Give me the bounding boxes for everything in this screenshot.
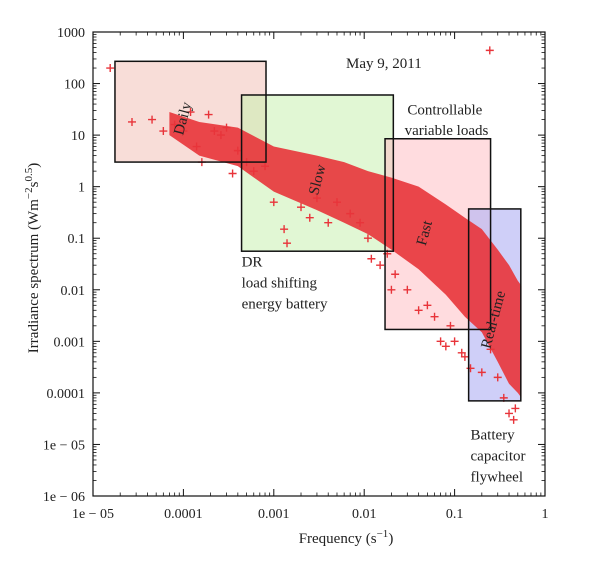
region-daily-outline — [114, 60, 267, 163]
axes-layer: 1e − 05 0.0001 0.001 0.01 0.1 1 1000 100 10 1 0.1 0… — [43, 26, 549, 522]
data-point — [460, 352, 469, 361]
y-tick-label: 0.001 — [54, 335, 86, 350]
data-point — [233, 146, 242, 155]
y-tick-label: 0.01 — [61, 284, 86, 299]
data-point — [511, 404, 520, 413]
data-point — [485, 46, 494, 55]
data-point — [148, 115, 157, 124]
data-point — [324, 218, 333, 227]
data-point — [403, 285, 412, 294]
x-tick-label: 1e − 05 — [72, 507, 114, 522]
data-point — [222, 123, 231, 132]
y-tick-label: 1e − 06 — [43, 490, 85, 505]
data-point — [269, 198, 278, 207]
region-label: Fast — [414, 218, 436, 247]
y-tick-label: 1e − 05 — [43, 438, 85, 453]
data-point — [446, 321, 455, 330]
region-label: Slow — [306, 163, 329, 197]
y-tick-label: 100 — [64, 78, 85, 93]
data-point — [186, 108, 195, 117]
data-point — [280, 225, 289, 234]
data-point — [216, 131, 225, 140]
data-point — [192, 142, 201, 151]
annotation-text: Controllable — [407, 103, 482, 119]
data-point — [210, 127, 219, 136]
data-point — [450, 337, 459, 346]
data-point — [356, 218, 365, 227]
data-point — [249, 167, 258, 176]
data-point — [228, 169, 237, 178]
data-point — [297, 203, 306, 212]
data-point — [332, 198, 341, 207]
data-point — [493, 373, 502, 382]
data-point — [441, 342, 450, 351]
data-point — [505, 409, 514, 418]
x-axis-title: Frequency (s−1) — [299, 528, 394, 547]
x-tick-label: 0.1 — [446, 507, 464, 522]
data-point — [430, 312, 439, 321]
data-point — [106, 64, 115, 73]
data-point — [170, 120, 179, 129]
annotation-text: capacitor — [471, 448, 526, 464]
y-tick-label: 1000 — [57, 26, 85, 41]
annotation-text: DR — [242, 255, 263, 271]
data-point — [159, 127, 168, 136]
data-point — [346, 209, 355, 218]
x-tick-label: 0.001 — [258, 507, 290, 522]
x-tick-label: 1 — [542, 507, 549, 522]
data-point — [466, 364, 475, 373]
data-point — [391, 270, 400, 279]
plot-frame — [92, 31, 546, 497]
scatter-band — [169, 112, 522, 398]
region-slow-outline — [240, 94, 395, 252]
annotation-text: flywheel — [471, 470, 523, 486]
region-real-time-outline — [467, 208, 522, 402]
data-point — [283, 239, 292, 248]
data-point — [414, 306, 423, 315]
region-fast-outline — [384, 137, 492, 331]
data-point — [457, 348, 466, 357]
data-point — [179, 127, 188, 136]
data-point — [127, 117, 136, 126]
y-tick-label: 0.1 — [68, 232, 86, 247]
data-point — [363, 234, 372, 243]
y-tick-label: 10 — [71, 129, 85, 144]
data-point — [477, 368, 486, 377]
data-layer — [106, 46, 522, 424]
y-tick-label: 1 — [78, 181, 85, 196]
data-point — [486, 345, 495, 354]
data-point — [305, 213, 314, 222]
data-point — [509, 415, 518, 424]
data-point — [436, 337, 445, 346]
y-tick-label: 0.0001 — [47, 387, 86, 402]
data-point — [376, 261, 385, 270]
data-point — [367, 254, 376, 263]
data-point — [261, 162, 270, 171]
data-point — [204, 110, 213, 119]
annotation-text: energy battery — [242, 297, 328, 313]
annotation-text: Battery — [471, 427, 516, 443]
x-tick-label: 0.0001 — [164, 507, 203, 522]
data-point — [312, 194, 321, 203]
x-tick-label: 0.01 — [352, 507, 377, 522]
annotation-text: load shifting — [242, 276, 318, 292]
y-axis-title: Irradiance spectrum (Wm−2s0.5) — [23, 163, 42, 353]
annotation-text: variable loads — [405, 123, 489, 139]
annotation-text: May 9, 2011 — [346, 56, 422, 72]
data-point — [423, 301, 432, 310]
data-point — [387, 285, 396, 294]
